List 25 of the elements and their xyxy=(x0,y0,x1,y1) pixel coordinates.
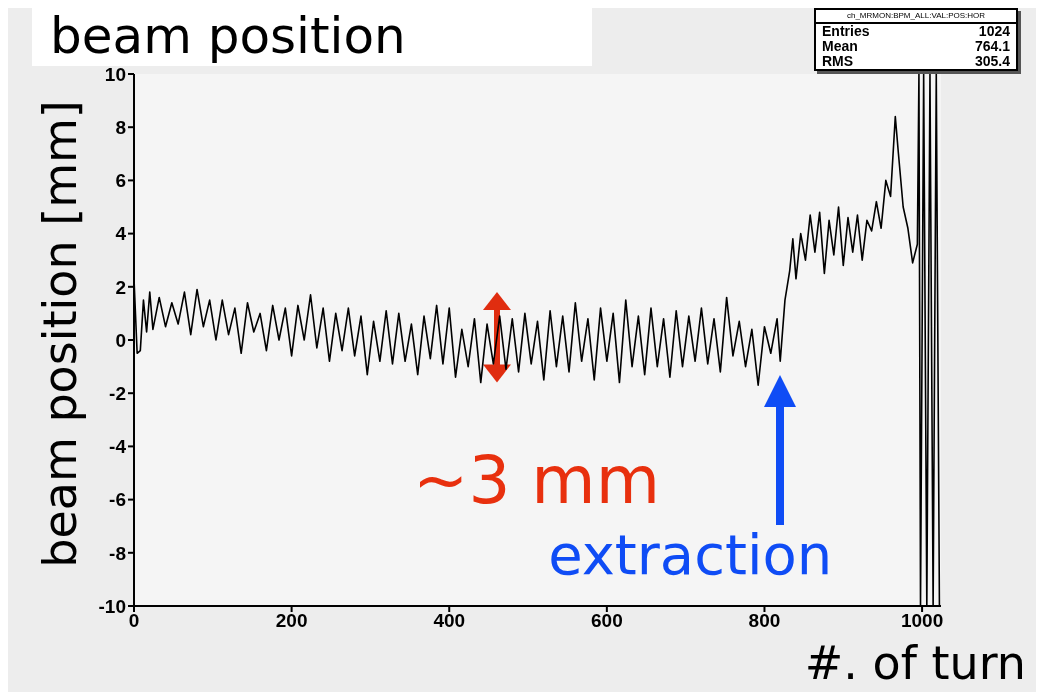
y-tick-label: -2 xyxy=(109,382,126,404)
y-tick-label: 6 xyxy=(115,170,126,192)
x-tick-label: 600 xyxy=(591,610,623,632)
x-axis-title: #. of turn xyxy=(804,636,1026,690)
annotation: extraction xyxy=(548,521,833,587)
y-tick-label: -8 xyxy=(109,542,126,564)
x-tick-label: 200 xyxy=(275,610,308,632)
text: Entries 1024 xyxy=(822,23,1010,39)
y-tick-label: 2 xyxy=(115,276,126,298)
y-tick-label: 10 xyxy=(104,63,126,85)
text: Mean 764.1 xyxy=(822,38,1010,54)
chart-title: beam position xyxy=(32,7,592,66)
text: RMS 305.4 xyxy=(822,53,1010,69)
y-tick-label: -6 xyxy=(109,489,126,511)
annotation: ~3 mm xyxy=(413,442,660,520)
y-tick-label: -10 xyxy=(98,595,126,617)
text: ch_MRMON:BPM_ALL:VAL:POS:HOR xyxy=(816,10,1016,24)
x-tick-label: 800 xyxy=(748,610,781,632)
x-tick-label: 1000 xyxy=(900,610,944,632)
y-tick-label: 4 xyxy=(115,223,127,245)
y-tick-label: 8 xyxy=(115,116,126,138)
y-axis-title: beam position [mm] xyxy=(33,100,87,568)
y-tick-label: 0 xyxy=(115,329,126,351)
y-tick-label: -4 xyxy=(109,436,127,458)
x-tick-label: 400 xyxy=(433,610,466,632)
